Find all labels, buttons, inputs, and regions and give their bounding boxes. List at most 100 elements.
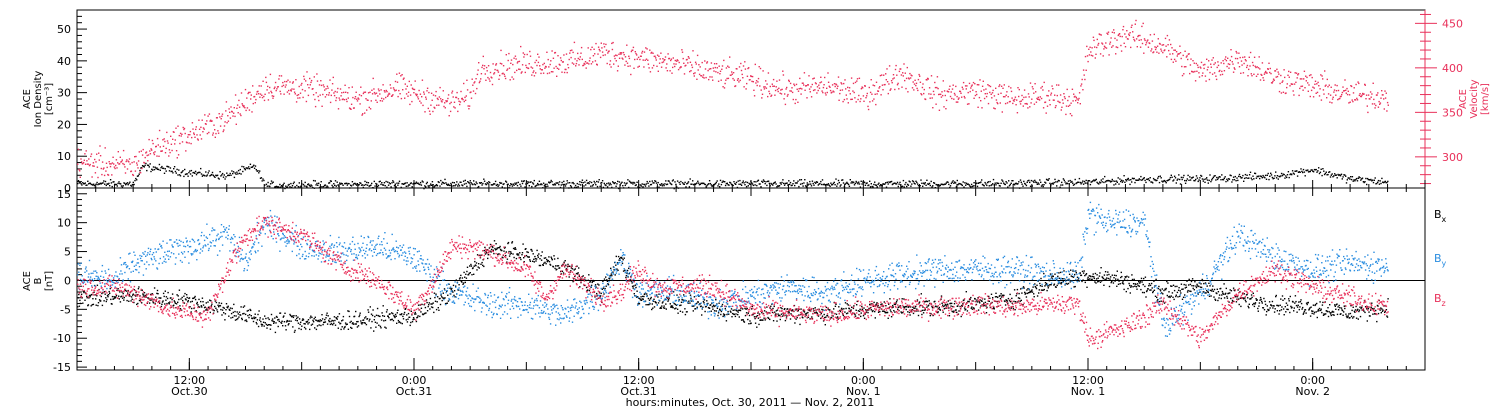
Bx-series-point: [657, 302, 660, 304]
velocity-series-point: [1033, 103, 1036, 105]
density-series-point: [480, 182, 482, 184]
density-series-point: [80, 183, 82, 185]
Bx-series-point: [484, 246, 486, 249]
Bx-series-point: [742, 308, 744, 310]
velocity-series-point: [533, 75, 536, 77]
density-series-point: [1146, 178, 1148, 180]
Bx-series-point: [752, 314, 754, 316]
velocity-series-point: [98, 152, 100, 154]
density-series-point: [1221, 174, 1223, 176]
density-series-point: [879, 185, 881, 187]
density-series-point: [453, 182, 455, 184]
velocity-series-point: [750, 75, 752, 78]
density-series-point: [162, 167, 164, 169]
density-series-point: [558, 181, 561, 183]
density-series-point: [1134, 181, 1136, 184]
velocity-series-point: [460, 90, 462, 93]
Bx-series-point: [438, 309, 440, 311]
density-series-point: [348, 183, 350, 185]
Bx-series-point: [615, 255, 617, 258]
Bx-series-point: [762, 319, 764, 321]
velocity-series-point: [290, 89, 292, 91]
density-series-point: [424, 185, 426, 187]
velocity-series-point: [920, 93, 922, 95]
density-series-point: [1348, 177, 1350, 179]
Bx-series-point: [359, 314, 361, 316]
velocity-series-point: [1170, 43, 1172, 46]
Bx-series-point: [137, 288, 140, 290]
Bx-series-point: [215, 307, 217, 309]
velocity-series-point: [1087, 60, 1089, 63]
density-series-point: [263, 179, 265, 182]
velocity-series-point: [145, 152, 147, 154]
density-series-point: [88, 182, 91, 184]
velocity-series-point: [1100, 34, 1102, 36]
velocity-series-point: [755, 80, 758, 82]
velocity-series-point: [1341, 93, 1343, 96]
density-series-point: [346, 184, 348, 186]
Bx-series-point: [670, 305, 673, 307]
density-series-point: [1352, 180, 1354, 182]
density-series-point: [992, 178, 995, 181]
density-series-point: [353, 183, 355, 185]
density-series-point: [234, 172, 236, 174]
Bx-series-point: [669, 303, 671, 305]
velocity-series-point: [1194, 80, 1197, 82]
Bx-series-point: [238, 316, 240, 318]
Bx-series-point: [252, 320, 255, 323]
Bx-series-point: [136, 294, 138, 296]
Bx-series-point: [207, 306, 210, 308]
density-series-point: [1019, 179, 1022, 181]
Bx-series-point: [242, 313, 244, 315]
density-series-point: [365, 183, 367, 186]
density-series-point: [1372, 181, 1375, 184]
Bx-series-point: [757, 317, 760, 319]
velocity-series-point: [928, 87, 931, 89]
Bx-series-point: [402, 318, 405, 320]
Bx-series-point: [590, 286, 592, 288]
velocity-series-point: [929, 97, 931, 99]
density-series-point: [641, 183, 643, 185]
Bx-series-point: [132, 294, 134, 296]
velocity-series-point: [599, 56, 602, 59]
density-series-point: [1072, 182, 1074, 184]
velocity-series-point: [1028, 96, 1030, 98]
density-series-point: [1368, 179, 1370, 181]
density-series-point: [1217, 177, 1220, 179]
velocity-series-point: [1136, 46, 1138, 48]
velocity-series-point: [860, 88, 863, 90]
velocity-series-point: [957, 101, 959, 103]
velocity-series-point: [458, 100, 460, 102]
density-series-point: [1232, 179, 1234, 181]
velocity-series-point: [541, 69, 543, 71]
Bx-series-point: [266, 324, 269, 326]
velocity-series-point: [1010, 87, 1012, 89]
density-series-point: [761, 180, 763, 183]
velocity-series-point: [1023, 89, 1026, 91]
density-series-point: [713, 183, 716, 185]
velocity-series-point: [1092, 55, 1094, 57]
density-series-point: [1200, 174, 1202, 177]
density-series-point: [1101, 181, 1103, 183]
velocity-series-point: [296, 94, 298, 97]
velocity-series-point: [1002, 96, 1005, 98]
density-series-point: [130, 184, 132, 187]
Bx-series-point: [501, 249, 503, 252]
density-series-point: [738, 183, 740, 185]
velocity-series-point: [233, 107, 235, 109]
density-series-point: [412, 183, 414, 185]
density-series-point: [1106, 180, 1108, 182]
Bx-series-point: [221, 314, 223, 316]
Bx-series-point: [218, 306, 220, 308]
velocity-series-point: [158, 155, 160, 157]
velocity-series-point: [875, 81, 878, 83]
Bx-series-point: [405, 308, 407, 310]
velocity-series-point: [1033, 92, 1035, 94]
velocity-series-point: [1192, 71, 1195, 73]
Bx-series-point: [446, 302, 448, 304]
velocity-series-point: [392, 87, 395, 89]
density-series-point: [1291, 170, 1294, 172]
density-series-point: [756, 184, 758, 187]
Bx-series-point: [124, 289, 127, 292]
Bx-series-point: [121, 297, 124, 299]
